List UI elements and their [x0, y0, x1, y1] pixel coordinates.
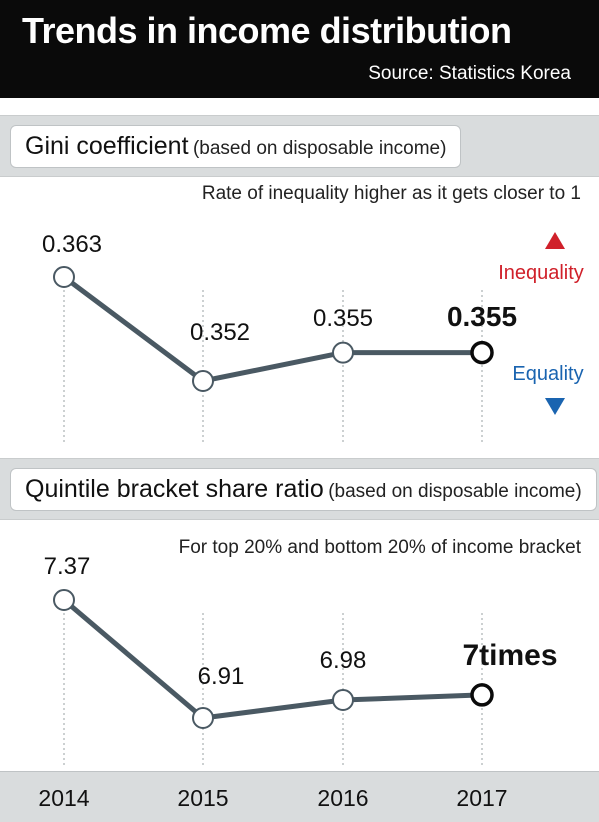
- page-title: Trends in income distribution: [22, 10, 512, 51]
- gini-subtitle: (based on disposable income): [192, 138, 447, 159]
- quintile-data-label: 7.37: [44, 553, 91, 580]
- x-tick-label: 2017: [456, 785, 507, 811]
- quintile-data-label: 6.98: [320, 647, 367, 674]
- gini-note: Rate of inequality higher as it gets clo…: [201, 183, 581, 204]
- gini-data-label: 0.352: [190, 319, 250, 346]
- gini-title-box: Gini coefficient (based on disposable in…: [10, 125, 462, 168]
- quintile-point: [53, 589, 75, 611]
- quintile-point: [470, 683, 494, 707]
- quintile-point: [192, 707, 214, 729]
- gini-point: [192, 370, 214, 392]
- quintile-data-label: 6.91: [198, 663, 245, 690]
- source-note: Source: Statistics Korea: [368, 63, 571, 84]
- gini-section-bar: Gini coefficient (based on disposable in…: [0, 115, 599, 177]
- x-tick-label: 2015: [177, 785, 228, 811]
- equality-arrow-icon: [545, 398, 565, 415]
- equality-label: Equality: [512, 363, 583, 385]
- gini-point: [470, 340, 494, 365]
- quintile-data-label: 7times: [462, 639, 557, 672]
- quintile-point: [332, 689, 354, 711]
- inequality-label: Inequality: [498, 262, 584, 284]
- x-tick-label: 2016: [317, 785, 368, 811]
- gini-title: Gini coefficient: [25, 132, 189, 160]
- x-tick-label: 2014: [38, 785, 89, 811]
- quintile-title: Quintile bracket share ratio: [25, 475, 324, 503]
- gini-data-label: 0.355: [313, 305, 373, 332]
- quintile-subtitle: (based on disposable income): [328, 481, 582, 502]
- gini-series-line: [62, 274, 482, 384]
- gini-data-label: 0.363: [42, 231, 102, 258]
- quintile-note: For top 20% and bottom 20% of income bra…: [178, 537, 581, 558]
- header: Trends in income distribution Source: St…: [0, 0, 599, 98]
- gini-data-label: 0.355: [447, 301, 517, 332]
- gini-point: [332, 341, 354, 364]
- quintile-section-bar: Quintile bracket share ratio (based on d…: [0, 458, 599, 520]
- quintile-series-line: [62, 598, 483, 721]
- quintile-title-box: Quintile bracket share ratio (based on d…: [10, 468, 597, 511]
- inequality-arrow-icon: [545, 232, 565, 249]
- gini-point: [53, 266, 75, 288]
- x-axis-bar: [0, 771, 599, 822]
